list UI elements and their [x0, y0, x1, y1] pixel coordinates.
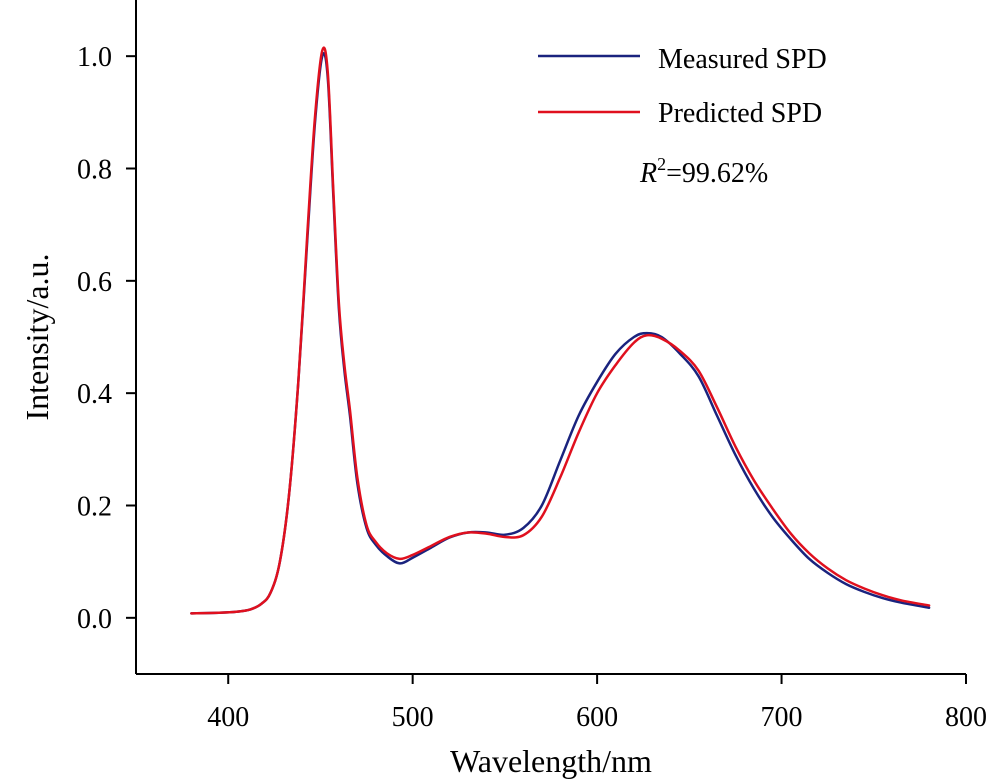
x-axis-title: Wavelength/nm	[450, 743, 652, 779]
y-tick-label: 0.4	[77, 379, 112, 410]
x-tick-label: 700	[761, 702, 803, 733]
y-tick-label: 0.0	[77, 604, 112, 635]
y-axis-title: Intensity/a.u.	[19, 253, 55, 420]
x-tick-label: 400	[207, 702, 249, 733]
x-tick-label: 500	[392, 702, 434, 733]
x-tick-label: 600	[576, 702, 618, 733]
legend-label-predicted: Predicted SPD	[658, 98, 822, 129]
r-symbol: R	[639, 158, 657, 189]
y-tick-label: 1.0	[77, 42, 112, 73]
series-line-predicted	[190, 46, 931, 615]
x-ticks: 400 500 600 700 800	[207, 674, 987, 733]
r-value: =99.62%	[666, 158, 768, 189]
y-tick-label: 0.8	[77, 155, 112, 186]
y-ticks: 0.0 0.2 0.4 0.6 0.8 1.0	[77, 42, 136, 635]
r-squared-annotation: R2=99.62%	[639, 154, 768, 189]
axes	[135, 0, 966, 675]
x-tick-label: 800	[945, 702, 987, 733]
y-tick-label: 0.2	[77, 492, 112, 523]
r-superscript: 2	[657, 154, 666, 174]
legend-label-measured: Measured SPD	[658, 44, 827, 75]
legend: Measured SPD Predicted SPD	[538, 44, 827, 129]
y-tick-label: 0.6	[77, 267, 112, 298]
series-layer	[190, 46, 931, 615]
